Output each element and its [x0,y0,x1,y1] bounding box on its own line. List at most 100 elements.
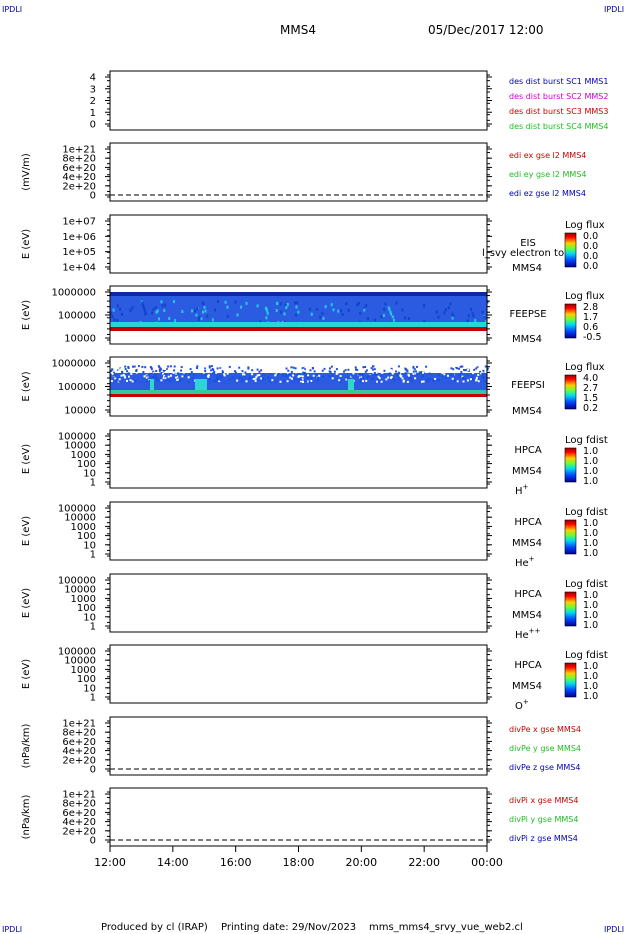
spectrogram-cell [112,308,115,312]
spectrogram-speckle [162,369,165,372]
spectrogram-speckle [393,379,396,382]
spectrogram-speckle [383,369,386,372]
species-superscript: + [523,698,529,706]
panel-feepsi: 1000000 100000 10000 E (eV) FEEPSI MMS4 Log fl… [21,356,605,417]
spectrogram-speckle [129,369,131,372]
x-tick-label: 16:00 [220,856,252,869]
spectrogram-speckle [477,373,480,376]
spectrogram-speckle [141,365,144,368]
spectrogram-speckle [178,378,181,381]
spectrogram-speckle [397,369,400,372]
panel-eis: 1e+07 1e+06 1e+05 1e+04 E (eV) EIS MMS4 l_svy e… [21,214,605,274]
spectrogram-speckle [477,367,480,370]
instrument-label: HPCA [514,445,542,456]
colorbar-title: Log fdist [565,579,608,590]
spectrogram-cell [259,320,262,324]
spectrogram-speckle [480,369,483,372]
spectrogram-speckle [207,374,210,377]
spectrogram-speckle [428,372,431,375]
x-tick-label: 00:00 [471,856,503,869]
spectrogram-cell [197,317,200,321]
spectrogram-speckle [482,376,485,379]
species-superscript: ++ [529,627,541,635]
spectrogram-speckle [152,370,155,373]
spectrogram-speckle [110,380,113,383]
spectrogram-cell [387,306,390,310]
spectrogram-speckle [437,379,440,382]
panel-frame [109,429,488,489]
spectrogram-speckle [266,376,269,379]
spectrogram-cell [234,300,237,304]
spectrogram-speckle [420,380,423,383]
spectrogram-speckle [285,367,288,370]
panel-feepse: 1000000 100000 10000 E (eV) FEEPSE MMS4 Log fl… [21,285,605,345]
spectrogram-speckle [385,378,388,381]
spectrogram-speckle [169,380,172,383]
spectrogram-speckle [256,365,259,368]
panel-frame [109,573,488,633]
spectrogram-speckle [462,376,464,379]
spectrogram-speckle [313,370,316,373]
spectrogram-speckle [154,375,157,378]
spectrogram-speckle [407,376,410,379]
spectrogram-speckle [295,371,297,374]
y-tick-label: 100000 [58,311,96,322]
spectrogram-speckle [205,374,208,377]
spectrogram-speckle [471,375,474,378]
spectrogram-speckle [299,374,302,377]
legend-label: divPe y gse MMS4 [509,744,581,753]
spectrogram-speckle [464,369,467,372]
spectrogram-cell [324,305,327,309]
y-axis-label: E (eV) [21,229,32,259]
spectrogram-speckle [193,366,195,369]
colorbar-tick-label: 0.2 [583,403,598,414]
y-tick-label: 1 [90,108,96,119]
spectrogram-cell [113,318,116,322]
spectrogram-speckle [373,372,376,374]
spectrogram-speckle [151,368,153,371]
spectrogram-speckle [133,365,136,368]
spectrogram-speckle [223,374,226,377]
spectrogram-speckle [331,377,334,380]
spectrogram-speckle [462,378,465,381]
spectrogram-speckle [135,368,138,371]
spectrogram-cell [444,308,447,312]
spectrogram-speckle [316,366,319,369]
spectrogram-speckle [171,366,174,369]
spectrogram-speckle [239,376,242,379]
spectrogram-cell [471,312,474,316]
spectrogram-speckle [172,371,175,374]
spectrogram-speckle [256,368,259,371]
spectrogram-cell [286,303,289,306]
spectrogram-speckle [365,379,368,382]
spectrogram-cell [384,302,387,306]
spectrogram-speckle [456,380,459,383]
spectrogram-cell [236,313,239,317]
spectrogram-cell [217,300,219,303]
spectrogram-cell [265,316,268,320]
spacecraft-title: MMS4 [280,23,316,37]
spectrogram-cell [466,319,469,323]
spectrogram-speckle [458,373,461,376]
spectrogram-cell [363,308,366,312]
colorbar-tick-label: 1.0 [583,476,598,487]
spectrogram-speckle [302,371,305,374]
spectrogram-speckle [294,367,297,370]
spectrogram-speckle [460,371,463,374]
x-tick-label: 14:00 [157,856,189,869]
spectrogram-cell [367,317,369,320]
spectrogram-speckle [190,371,193,374]
spectrogram-speckle [464,378,466,380]
spectrogram-speckle [162,377,165,379]
spectrogram-cell [340,309,342,313]
y-tick-label: 1 [90,693,96,704]
spectrogram-speckle [192,373,195,376]
spectrogram-speckle [221,370,224,373]
spectrogram-cell [158,317,160,321]
spectrogram-cell [276,301,278,305]
spectrogram-cell [322,316,325,320]
spectrogram-speckle [176,378,179,381]
spectrogram-speckle [357,373,360,376]
spectrogram-speckle [256,379,259,382]
